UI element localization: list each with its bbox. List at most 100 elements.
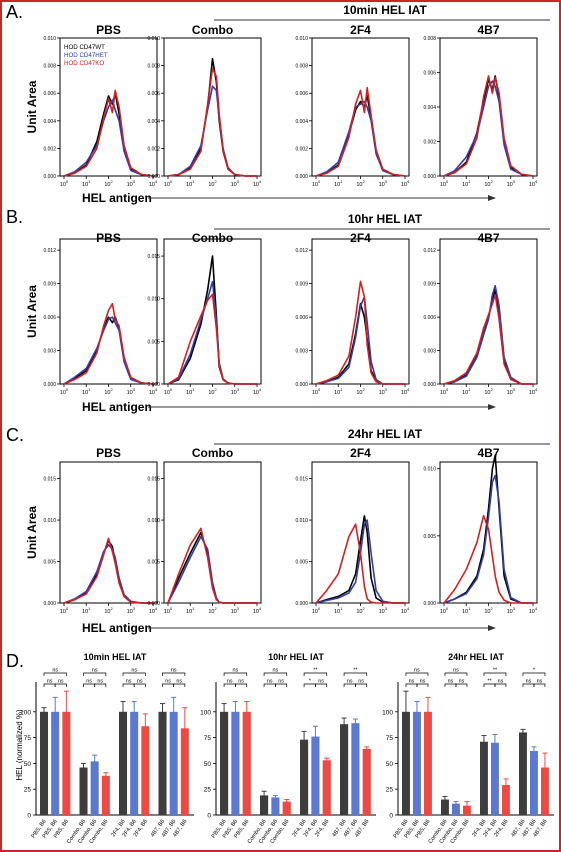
y-tick-label: 0.010 [423, 467, 436, 473]
significance-label: ns [448, 679, 454, 685]
bar [502, 785, 510, 815]
bar-chart-title: 10min HEL IAT [84, 652, 147, 662]
y-axis-label: Unit Area [25, 285, 39, 338]
significance-label: ns [267, 679, 273, 685]
x-tick-label: 104 [529, 606, 538, 615]
x-axis-label: HEL antigen [82, 191, 152, 205]
x-tick-label: 102 [208, 179, 217, 188]
x-tick-label: 101 [462, 179, 471, 188]
significance-bracket [494, 683, 507, 687]
bar [220, 711, 229, 815]
x-tick-label: 100 [164, 606, 173, 615]
x-tick-label: 100 [164, 387, 173, 396]
x-tick-label: 100 [60, 179, 69, 188]
histogram-series-line [63, 302, 154, 385]
panel-letter: C. [6, 425, 24, 445]
x-tick-label: 101 [186, 179, 195, 188]
y-tick-label: 0.006 [43, 91, 56, 97]
bar [101, 775, 110, 815]
x-tick-label: 101 [334, 606, 343, 615]
bar [271, 797, 280, 815]
x-tick-label: 100 [312, 387, 321, 396]
significance-bracket [173, 683, 186, 687]
x-tick-label: 101 [462, 387, 471, 396]
y-tick-label: 0.000 [295, 382, 308, 388]
x-tick-label: 103 [379, 387, 388, 396]
x-tick-label: 101 [334, 387, 343, 396]
y-tick-label: 0.010 [43, 36, 56, 42]
significance-label: ** [487, 679, 492, 685]
y-tick-label: 0.012 [295, 248, 308, 254]
y-axis-label: HEL (normalized %) [15, 709, 24, 781]
y-tick-label: 0.003 [423, 349, 436, 355]
y-tick-label: 100 [20, 709, 31, 716]
y-tick-label: 75 [24, 735, 32, 742]
x-tick-label: 103 [127, 606, 136, 615]
significance-label: ns [47, 679, 53, 685]
y-tick-label: 0.000 [147, 382, 160, 388]
bar [51, 711, 60, 815]
significance-bracket [483, 672, 507, 676]
significance-bracket [83, 672, 107, 676]
significance-bracket [405, 672, 429, 676]
y-tick-label: 0.002 [423, 140, 436, 146]
y-tick-label: 0.005 [147, 339, 160, 345]
y-tick-label: 0.008 [147, 64, 160, 70]
x-tick-label: 102 [208, 606, 217, 615]
x-tick-label: 104 [149, 606, 158, 615]
x-tick-label: 102 [484, 179, 493, 188]
significance-bracket [43, 672, 67, 676]
y-tick-label: 50 [204, 761, 212, 768]
y-tick-label: 0.000 [423, 382, 436, 388]
y-tick-label: 0.006 [147, 91, 160, 97]
significance-bracket [54, 683, 67, 687]
y-tick-label: 0 [207, 813, 211, 820]
significance-label: ns [126, 679, 132, 685]
bar [463, 805, 471, 815]
y-tick-label: 0.000 [43, 601, 56, 607]
x-tick-label: 104 [401, 387, 410, 396]
x-tick-label: 100 [312, 179, 321, 188]
significance-label: ns [409, 679, 415, 685]
significance-label: ns [171, 668, 177, 674]
significance-label: ns [131, 668, 137, 674]
y-tick-label: 0.008 [295, 64, 308, 70]
y-tick-label: 0.009 [423, 282, 436, 288]
bar [424, 711, 432, 815]
histogram-title: 4B7 [477, 23, 499, 37]
bar [491, 742, 499, 815]
bar [413, 711, 421, 815]
y-tick-label: 0.008 [43, 64, 56, 70]
y-tick-label: 0.005 [423, 534, 436, 540]
y-tick-label: 0.010 [295, 36, 308, 42]
x-tick-label: 101 [82, 179, 91, 188]
y-tick-label: 0.004 [423, 105, 436, 111]
bar [541, 767, 549, 815]
x-axis-arrow-head [488, 404, 496, 410]
bar [351, 723, 360, 815]
legend-entry: HOD CD47WT [64, 44, 105, 51]
x-tick-label: 104 [529, 179, 538, 188]
histogram-series-line [167, 85, 257, 177]
y-tick-label: 25 [24, 787, 32, 794]
histogram-title: Combo [192, 23, 233, 37]
bar [322, 760, 331, 815]
y-tick-label: 0.012 [43, 248, 56, 254]
x-axis-label: HEL antigen [82, 621, 152, 635]
y-tick-label: 25 [204, 787, 212, 794]
histogram-series-line [443, 75, 534, 177]
histogram-title: PBS [96, 23, 121, 37]
significance-label: ns [233, 668, 239, 674]
y-tick-label: 50 [24, 761, 32, 768]
x-tick-label: 100 [164, 179, 173, 188]
histogram-title: 2F4 [350, 231, 371, 245]
x-tick-label: 104 [253, 606, 262, 615]
y-tick-label: 0.003 [43, 349, 56, 355]
y-tick-label: 0.004 [43, 119, 56, 125]
histogram-frame [439, 37, 538, 177]
y-axis-label: Unit Area [25, 80, 39, 133]
significance-label: ns [414, 668, 420, 674]
significance-label: ns [420, 679, 426, 685]
significance-label: ns [537, 679, 543, 685]
y-tick-label: 0.010 [295, 518, 308, 524]
